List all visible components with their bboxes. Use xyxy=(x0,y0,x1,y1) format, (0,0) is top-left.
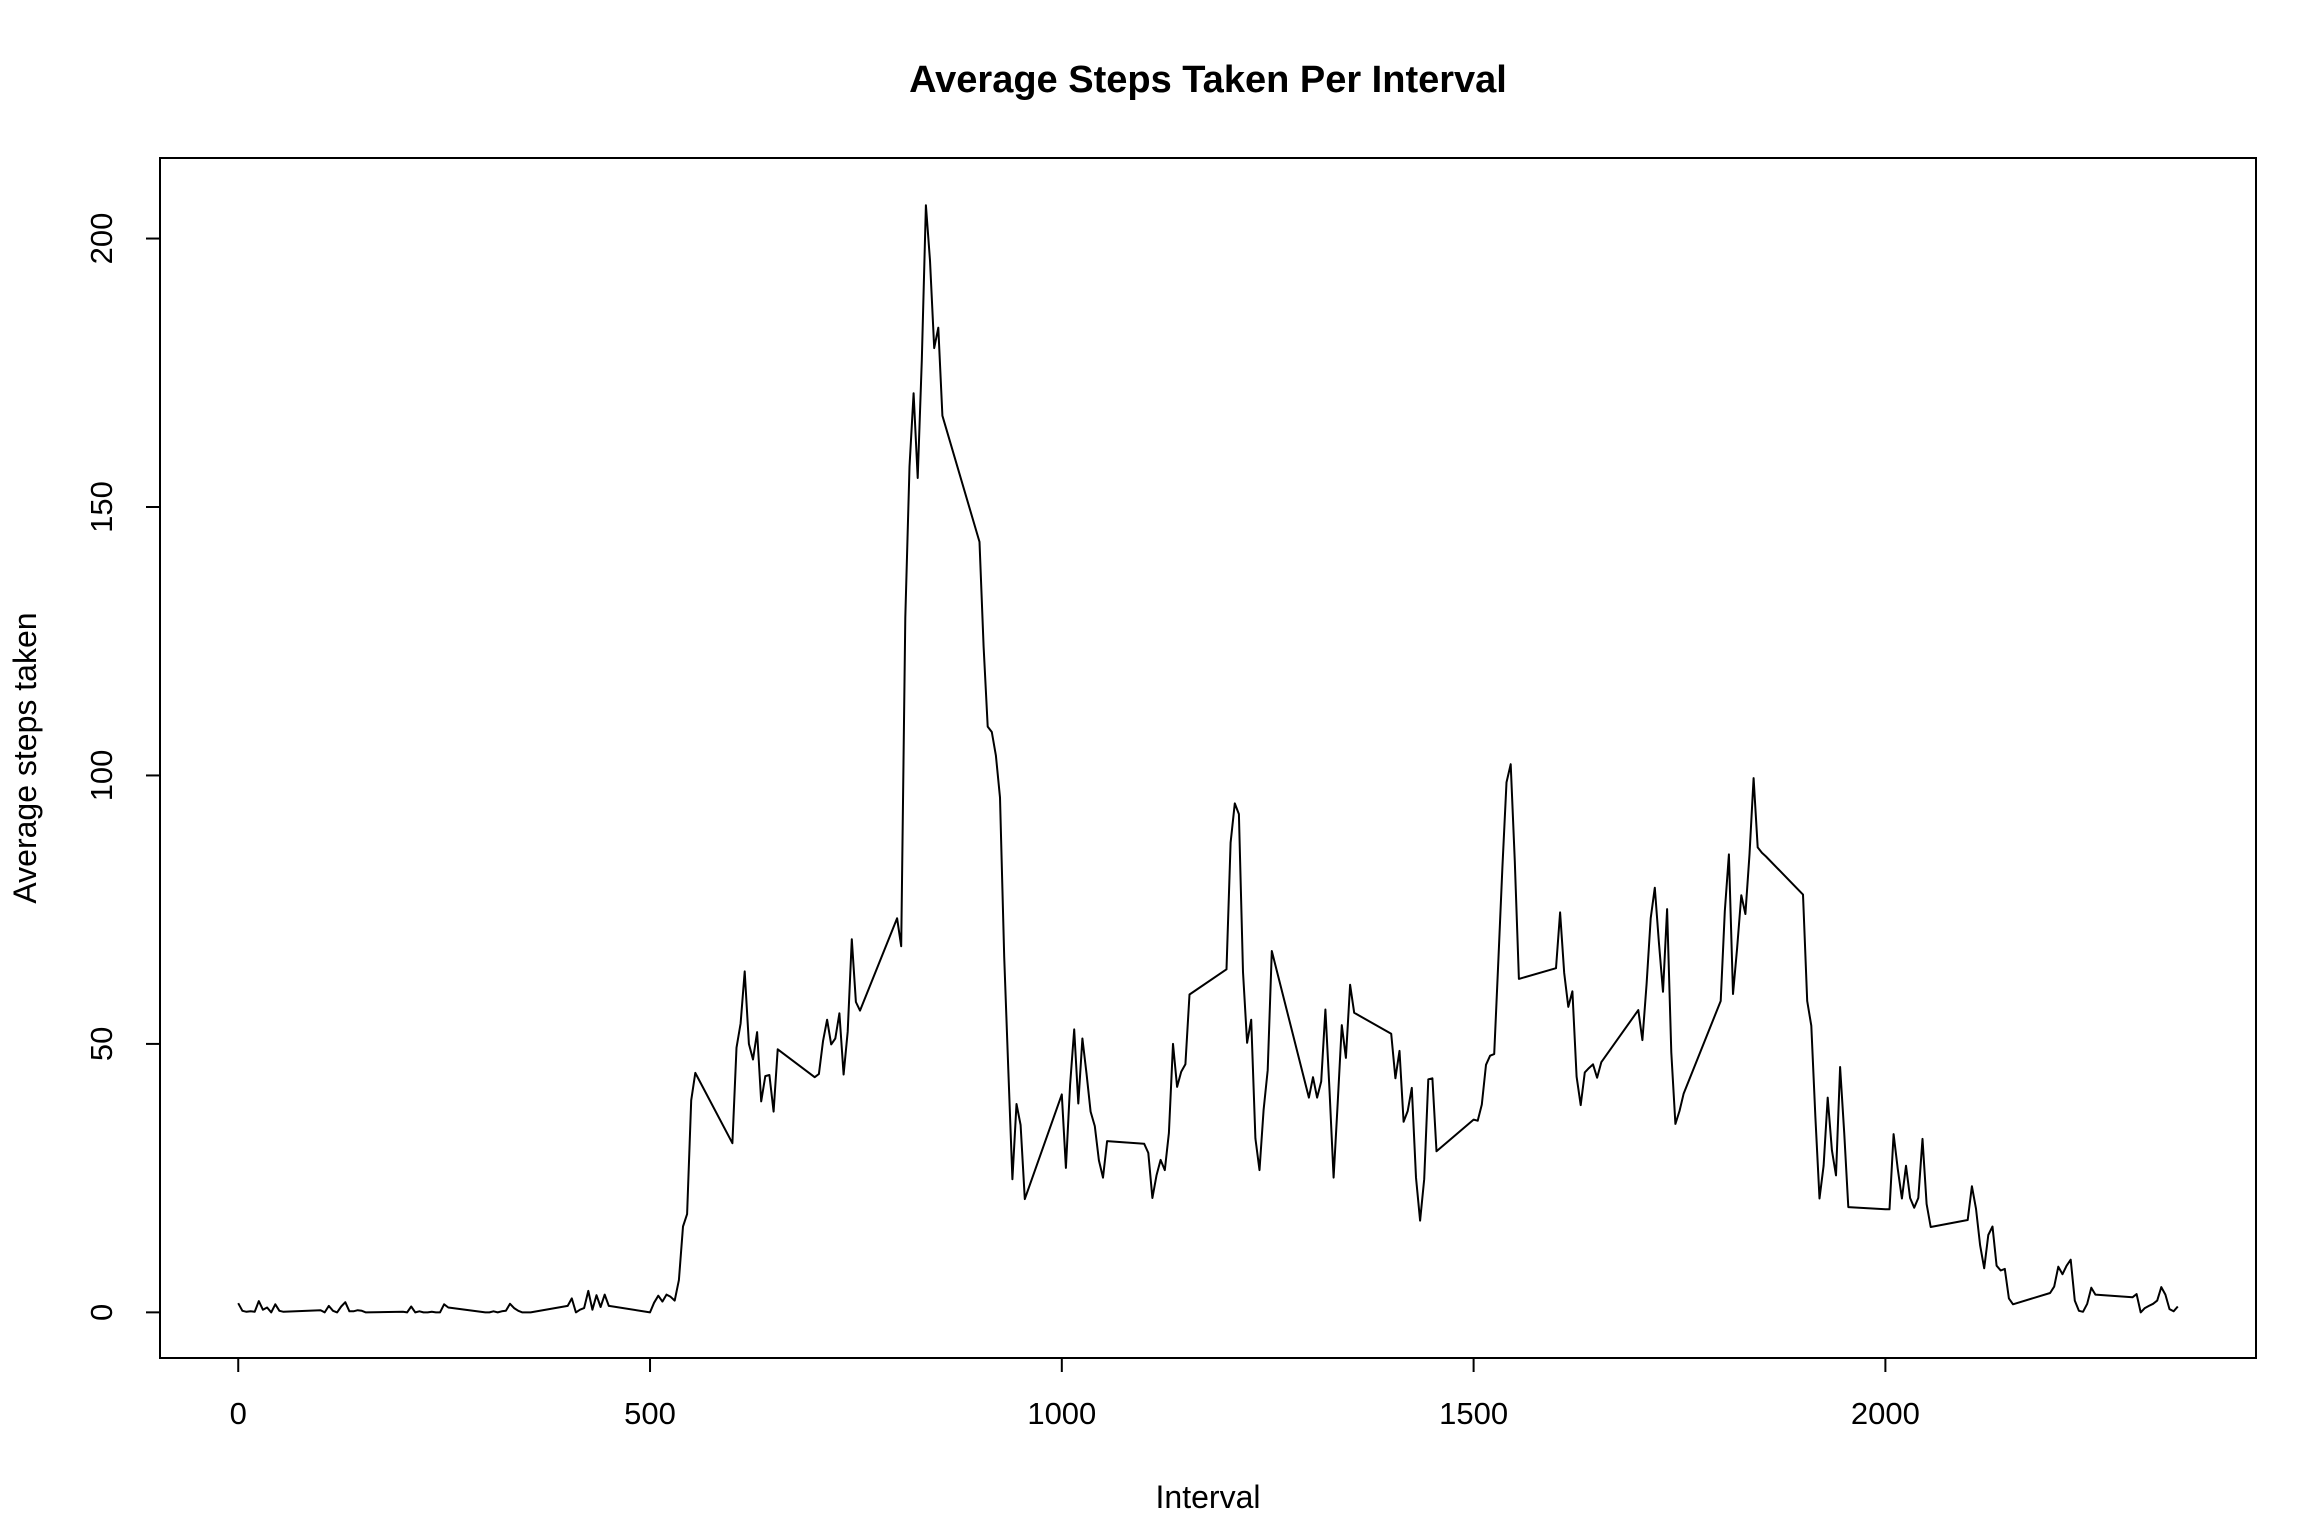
x-axis-ticks: 0 500 1000 1500 2000 xyxy=(230,1358,1920,1431)
y-tick-label: 100 xyxy=(84,750,119,802)
x-tick-label: 0 xyxy=(230,1396,247,1431)
x-tick-label: 2000 xyxy=(1851,1396,1920,1431)
x-axis-label: Interval xyxy=(1156,1479,1261,1515)
plot-frame xyxy=(159,157,2257,1359)
y-axis-label: Average steps taken xyxy=(7,612,43,903)
y-tick-label: 150 xyxy=(84,481,119,533)
y-tick-label: 200 xyxy=(84,213,119,265)
y-axis-ticks: 0 50 100 150 200 xyxy=(84,213,160,1321)
x-tick-label: 500 xyxy=(624,1396,676,1431)
y-tick-label: 0 xyxy=(84,1304,119,1321)
y-tick-label: 50 xyxy=(84,1027,119,1061)
chart-title: Average Steps Taken Per Interval xyxy=(909,59,1507,101)
x-tick-label: 1000 xyxy=(1027,1396,1096,1431)
series-line xyxy=(237,204,2179,1314)
x-tick-label: 1500 xyxy=(1439,1396,1508,1431)
